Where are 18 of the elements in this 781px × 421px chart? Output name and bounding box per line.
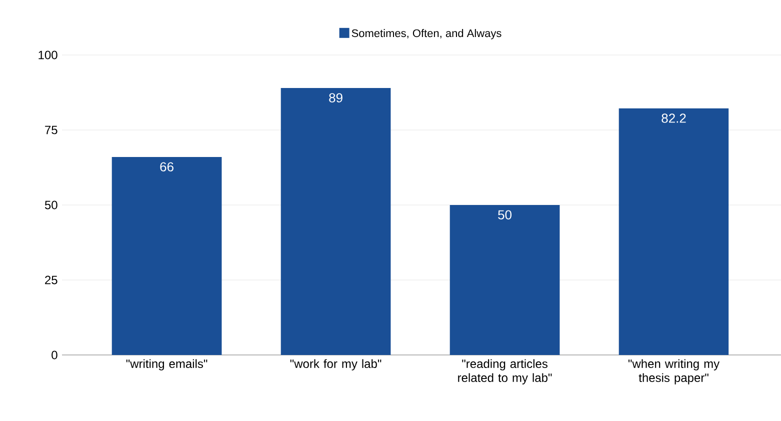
bar xyxy=(280,88,391,355)
x-tick-label: "when writing my thesis paper" xyxy=(628,359,720,384)
y-tick-label: 0 xyxy=(52,350,58,360)
bar xyxy=(112,157,222,355)
bar xyxy=(618,108,729,355)
data-label: 89 xyxy=(329,93,342,102)
y-tick-label: 75 xyxy=(45,126,58,134)
y-tick-label: 50 xyxy=(44,200,58,210)
y-tick-label: 100 xyxy=(38,50,58,60)
x-tick-label: "reading articles related to my lab" xyxy=(458,359,552,384)
x-tick-label: "work for my lab" xyxy=(290,359,382,370)
y-tick-label: 25 xyxy=(45,276,58,284)
data-label: 50 xyxy=(498,210,512,220)
bar xyxy=(450,205,560,355)
legend-label: Sometimes, Often, and Always xyxy=(352,29,502,40)
x-tick-label: "writing emails" xyxy=(126,359,208,370)
data-label: 66 xyxy=(160,162,174,172)
data-label: 82.2 xyxy=(662,114,686,123)
